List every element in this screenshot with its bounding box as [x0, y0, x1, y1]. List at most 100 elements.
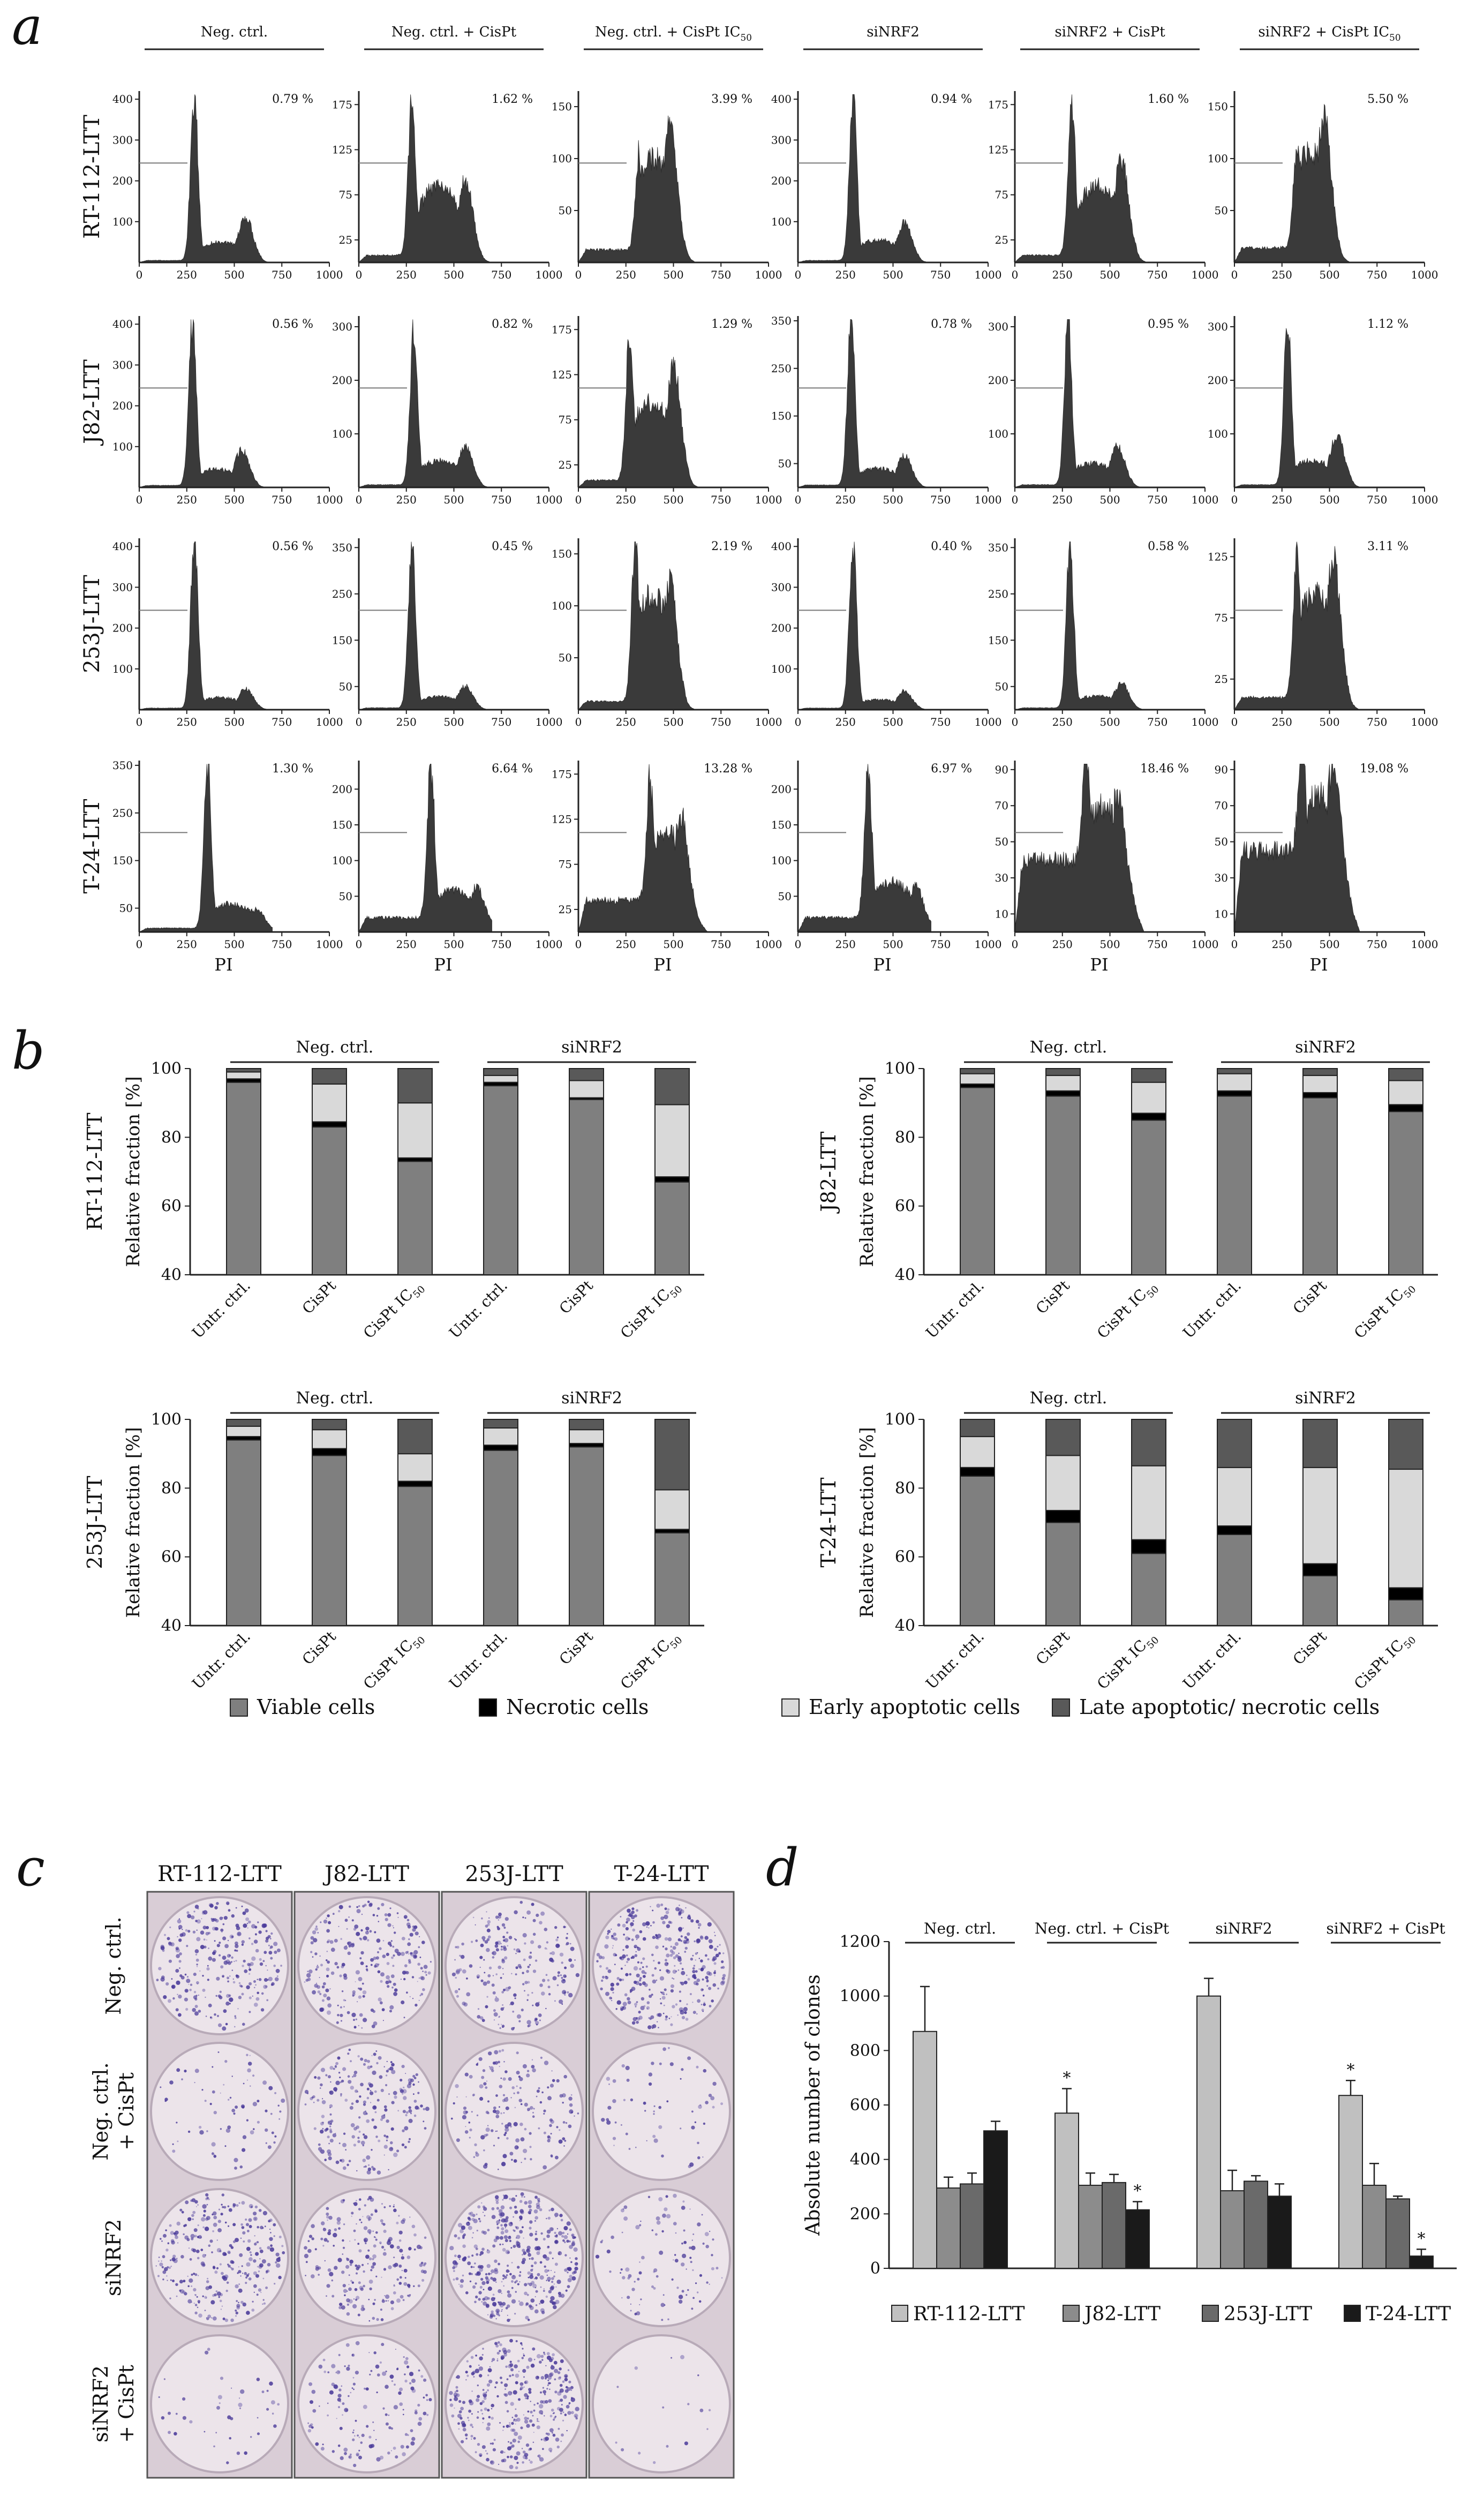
colony-plate-0-0 [150, 1896, 289, 2035]
colony [559, 2408, 563, 2412]
colony [314, 2248, 317, 2251]
y-tick-label: 350 [112, 759, 133, 772]
colony [472, 2214, 476, 2217]
colony [336, 1966, 340, 1969]
colony [189, 2247, 190, 2249]
colony [261, 2259, 266, 2264]
colony [486, 2250, 491, 2254]
colony [364, 2165, 367, 2168]
colony [327, 2268, 332, 2272]
colony [555, 2286, 557, 2288]
bar-segment-late [1217, 1419, 1252, 1468]
colony [238, 2283, 240, 2285]
colony [158, 2260, 160, 2262]
colony [351, 2102, 354, 2105]
colony [348, 2455, 352, 2459]
colony [527, 2108, 531, 2111]
colony [509, 2455, 513, 2458]
colony [475, 1939, 478, 1942]
colony [538, 2127, 540, 2130]
colony [257, 2417, 259, 2419]
x-tick-label: 0 [356, 493, 363, 506]
colony [200, 2261, 205, 2266]
colony [428, 2398, 432, 2402]
colony [401, 2000, 405, 2005]
legend-swatch [1202, 2305, 1219, 2322]
colony [524, 2283, 528, 2287]
colony [709, 2230, 711, 2232]
colony [488, 2379, 493, 2383]
colony [187, 2299, 192, 2304]
colony [518, 2076, 521, 2078]
colony [472, 2285, 476, 2289]
colony [478, 2291, 482, 2295]
colony [339, 2077, 341, 2079]
colony [414, 2411, 418, 2415]
colony [605, 1975, 607, 1977]
colony [625, 1927, 629, 1931]
colony [372, 2070, 376, 2075]
colony [467, 2417, 469, 2419]
colony [189, 2420, 193, 2424]
colony [611, 1935, 614, 1937]
colony [187, 1976, 189, 1978]
colony [236, 2300, 238, 2302]
colony [259, 2258, 261, 2260]
colony [358, 2437, 360, 2438]
colony [518, 2300, 520, 2302]
colony [219, 1942, 221, 1944]
colony [230, 2267, 232, 2269]
colony [494, 1997, 499, 2002]
colony [491, 2207, 495, 2210]
colony [239, 2165, 243, 2169]
bar-segment-early [397, 1453, 433, 1482]
colony [397, 1916, 399, 1918]
colony [471, 2237, 473, 2239]
y-tick-label: 250 [112, 807, 133, 819]
x-tick-label: 250 [1272, 493, 1292, 506]
colony [681, 2290, 684, 2293]
colony [651, 1994, 653, 1996]
colony [529, 2258, 531, 2260]
colony [222, 1976, 224, 1978]
colony [413, 1925, 418, 1929]
colony [547, 1986, 551, 1989]
x-tick-label: 250 [616, 716, 636, 728]
colony [468, 2212, 471, 2215]
colony [392, 1945, 395, 1948]
colony [406, 2255, 411, 2259]
colony [502, 2430, 504, 2431]
colony [394, 1931, 396, 1934]
colony [636, 1909, 638, 1912]
y-tick-label: 100 [771, 215, 792, 228]
colony [274, 2092, 277, 2094]
bar-segment-early [960, 1436, 995, 1468]
colony [669, 1949, 674, 1953]
colony [216, 2248, 221, 2253]
x-axis-label: PI [1309, 954, 1328, 975]
colony [524, 2201, 528, 2205]
colony [246, 2246, 251, 2251]
colony [404, 2379, 408, 2383]
colony [563, 2145, 565, 2147]
colony [623, 2205, 628, 2209]
colony [360, 1929, 363, 1932]
colony [358, 2249, 362, 2253]
colony [333, 2232, 337, 2238]
colony [507, 2456, 509, 2458]
colony [621, 2297, 623, 2299]
colony [235, 2284, 239, 2289]
colony [656, 2216, 660, 2221]
colony [474, 2282, 477, 2285]
colony [190, 1915, 195, 1920]
colony [172, 1997, 175, 2000]
colony [265, 1939, 269, 1943]
colony [496, 1926, 499, 1928]
colony [607, 2106, 612, 2110]
colony [451, 1972, 456, 1976]
colony [697, 2222, 701, 2227]
colony [386, 1962, 390, 1965]
colony [500, 1976, 502, 1979]
colony [701, 2214, 703, 2216]
colony [526, 2365, 530, 2369]
